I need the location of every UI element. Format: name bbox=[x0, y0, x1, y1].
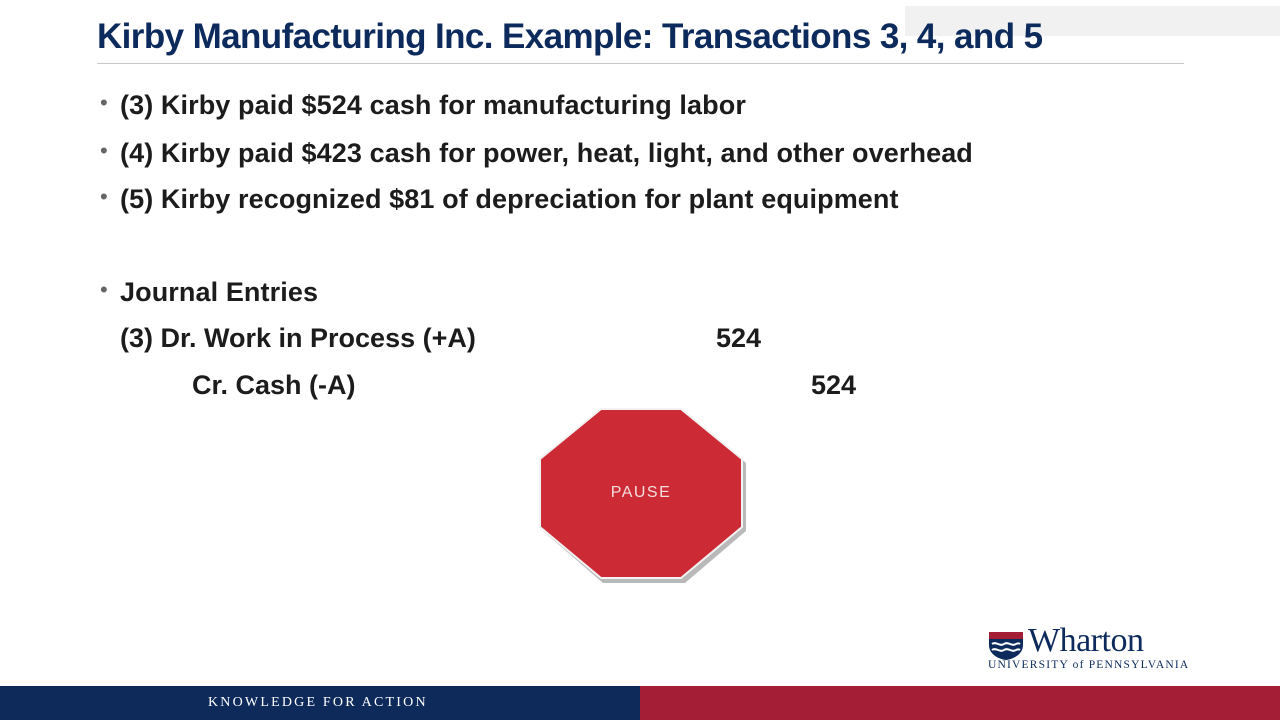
stop-octagon-icon bbox=[539, 408, 746, 583]
wharton-wordmark: Wharton bbox=[1028, 622, 1144, 659]
bullet-dot-icon: • bbox=[100, 184, 108, 209]
bullet-text: (5) Kirby recognized $81 of depreciation… bbox=[120, 184, 899, 214]
pause-label: PAUSE bbox=[610, 484, 672, 501]
journal-debit-amount: 524 bbox=[716, 323, 762, 353]
title-divider bbox=[97, 63, 1184, 64]
bullet-text: (3) Kirby paid $524 cash for manufacturi… bbox=[120, 90, 746, 120]
pause-stop-sign[interactable]: PAUSE bbox=[538, 406, 746, 584]
bullet-dot-icon: • bbox=[100, 90, 108, 115]
journal-credit-amount: 524 bbox=[811, 370, 857, 400]
bullet-text: Journal Entries bbox=[120, 277, 319, 307]
wharton-logo: Wharton UNIVERSITY of PENNSYLVANIA bbox=[988, 622, 1193, 673]
top-overlay-bar bbox=[905, 6, 1280, 36]
bullet-dot-icon: • bbox=[100, 277, 108, 302]
bullet-text: (4) Kirby paid $423 cash for power, heat… bbox=[120, 138, 973, 168]
penn-shield-icon bbox=[989, 632, 1023, 660]
footer-bar-left bbox=[0, 686, 640, 720]
journal-credit-line: Cr. Cash (-A) bbox=[192, 370, 356, 400]
university-subtitle: UNIVERSITY of PENNSYLVANIA bbox=[988, 659, 1190, 671]
slide-title: Kirby Manufacturing Inc. Example: Transa… bbox=[97, 17, 1043, 56]
footer-tagline: KNOWLEDGE FOR ACTION bbox=[208, 695, 428, 710]
footer-bar-right bbox=[640, 686, 1280, 720]
bullet-dot-icon: • bbox=[100, 138, 108, 163]
journal-debit-line: (3) Dr. Work in Process (+A) bbox=[120, 323, 476, 353]
